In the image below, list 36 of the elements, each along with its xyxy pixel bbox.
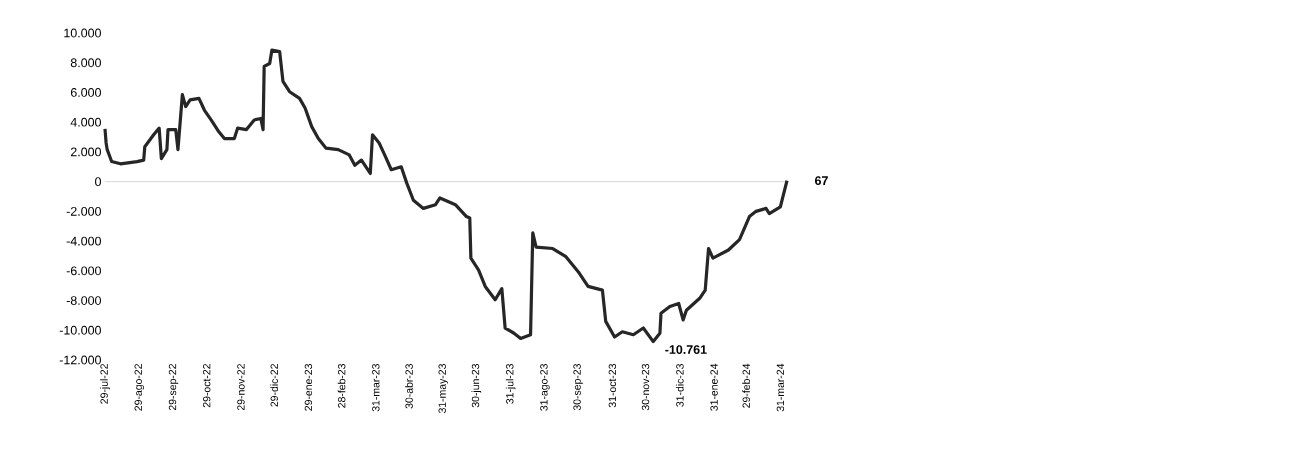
x-tick-label: 31-mar-23 xyxy=(372,363,380,412)
x-tick-label: 31-ago-23 xyxy=(540,363,550,411)
y-tick-label: 2.000 xyxy=(70,147,101,157)
x-tick-label: 31-may-23 xyxy=(438,363,448,414)
x-tick-label: 31-ene-24 xyxy=(710,363,718,411)
x-tick-label: 31-dic-23 xyxy=(675,363,684,407)
y-tick-label: -2.000 xyxy=(66,206,101,216)
x-tick-label: 31-oct-23 xyxy=(608,363,617,408)
x-tick-label: 29-nov-22 xyxy=(237,364,245,411)
y-tick-label: -8.000 xyxy=(66,296,101,305)
x-tick-label: 30-jun-23 xyxy=(471,363,482,408)
line-series xyxy=(103,48,789,344)
x-tick-label: 30-nov-23 xyxy=(641,363,650,411)
y-tick-label: -10.000 xyxy=(59,325,101,335)
y-tick-label: 8.000 xyxy=(70,58,101,68)
x-tick-label: 30-abr-23 xyxy=(405,363,413,409)
y-tick-label: 4.000 xyxy=(70,117,101,127)
y-tick-label: 10.000 xyxy=(64,28,101,38)
x-tick-label: 29-dic-22 xyxy=(270,364,278,407)
x-tick-label: 31-mar-24 xyxy=(776,363,785,412)
y-tick-label: -4.000 xyxy=(66,236,101,246)
x-tick-label: 31-jul-23 xyxy=(505,363,516,404)
x-tick-label: 29-feb-24 xyxy=(742,363,750,408)
y-tick-label: -12.000 xyxy=(59,355,101,365)
x-tick-label: 29-ago-22 xyxy=(134,364,145,411)
annotation: 67 xyxy=(814,176,828,186)
x-tick-label: 29-ene-23 xyxy=(304,363,313,411)
x-tick-label: 29-sep-22 xyxy=(168,364,179,411)
y-tick-label: -6.000 xyxy=(66,266,101,276)
x-tick-label: 29-oct-22 xyxy=(203,364,211,408)
x-tick-label: 28-feb-23 xyxy=(337,363,346,408)
y-tick-label: 6.000 xyxy=(70,88,101,97)
x-tick-label: 29-jul-22 xyxy=(100,364,110,404)
y-tick-label: 0 xyxy=(95,177,101,187)
x-tick-label: 30-sep-23 xyxy=(573,363,583,411)
annotation: -10.761 xyxy=(665,345,707,354)
